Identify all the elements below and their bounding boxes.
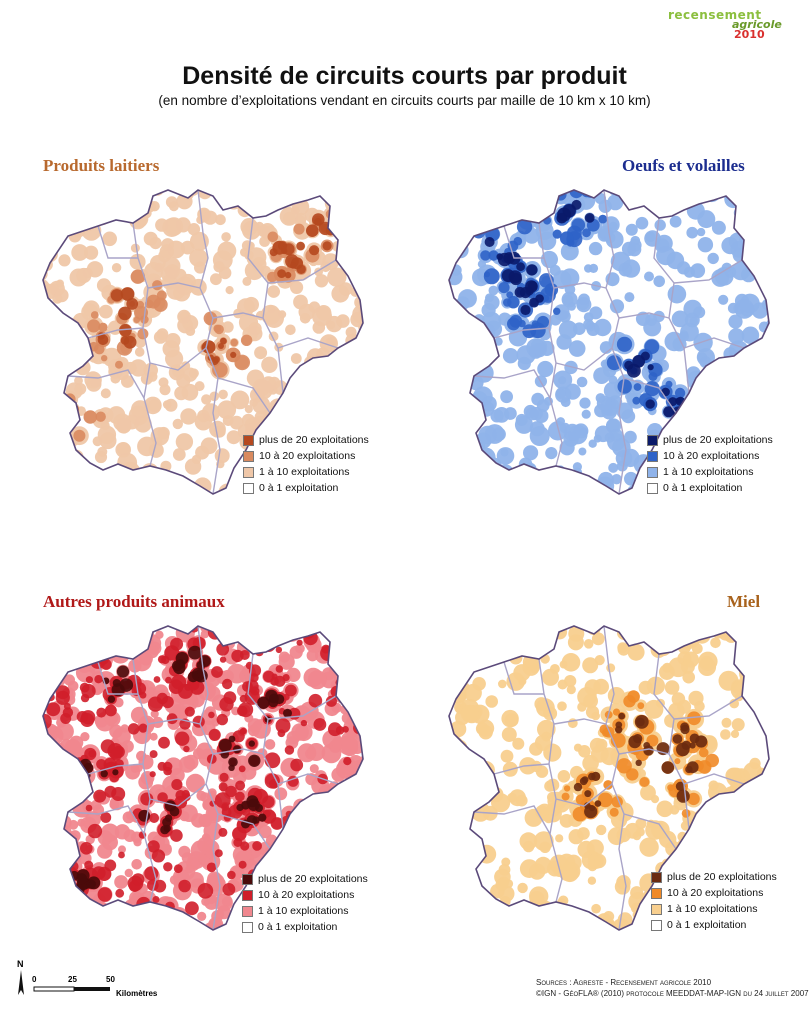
- sources-line-2: ©IGN - GéoFLA® (2010) protocole MEEDDAT-…: [536, 989, 809, 998]
- map-title-miel: Miel: [727, 592, 761, 611]
- legend-produits-laitiers: plus de 20 exploitations 10 à 20 exploita…: [243, 432, 369, 496]
- map-title-autres-produits-animaux: Autres produits animaux: [43, 592, 225, 611]
- legend-label: plus de 20 exploitations: [667, 871, 777, 883]
- legend-item: 10 à 20 exploitations: [243, 448, 369, 464]
- legend-item: 10 à 20 exploitations: [647, 448, 773, 464]
- legend-label: 1 à 10 exploitations: [258, 905, 349, 917]
- legend-swatch: [242, 889, 253, 901]
- legend-item: 10 à 20 exploitations: [242, 887, 368, 903]
- north-letter: N: [17, 959, 24, 969]
- legend-label: 1 à 10 exploitations: [259, 466, 350, 478]
- legend-autres-produits-animaux: plus de 20 exploitations 10 à 20 exploita…: [242, 871, 368, 935]
- map-produits-laitiers: [42, 189, 364, 495]
- sources-credits: Sources : Agreste - Recensement agricole…: [536, 977, 809, 999]
- scale-bar: 0 25 50 Kilomètres: [32, 975, 158, 998]
- legend-swatch: [647, 434, 658, 446]
- legend-swatch: [242, 905, 253, 917]
- map-oeufs-volailles: [448, 189, 770, 495]
- logo-line-1: recensement: [668, 8, 762, 22]
- logo-line-3: 2010: [734, 28, 765, 41]
- legend-swatch: [651, 903, 662, 915]
- page-title: Densité de circuits courts par produit: [182, 62, 627, 90]
- legend-label: 10 à 20 exploitations: [663, 450, 760, 462]
- scale-tick-50: 50: [106, 975, 115, 984]
- recensement-agricole-logo: recensement agricole 2010: [668, 6, 788, 42]
- legend-swatch: [647, 482, 658, 494]
- map-title-oeufs-volailles: Oeufs et volailles: [622, 156, 745, 175]
- legend-label: 0 à 1 exploitation: [258, 921, 338, 933]
- scale-tick-0: 0: [32, 975, 37, 984]
- legend-oeufs-volailles: plus de 20 exploitations 10 à 20 exploita…: [647, 432, 773, 496]
- legend-item: plus de 20 exploitations: [243, 432, 369, 448]
- legend-miel: plus de 20 exploitations 10 à 20 exploita…: [651, 869, 777, 933]
- legend-label: plus de 20 exploitations: [663, 434, 773, 446]
- legend-swatch: [243, 482, 254, 494]
- legend-label: 0 à 1 exploitation: [259, 482, 339, 494]
- logo-line-2: agricole: [732, 18, 782, 31]
- legend-label: 10 à 20 exploitations: [258, 889, 355, 901]
- page-subtitle: (en nombre d’exploitations vendant en ci…: [158, 93, 651, 108]
- legend-item: 1 à 10 exploitations: [243, 464, 369, 480]
- legend-swatch: [647, 450, 658, 462]
- legend-swatch: [243, 434, 254, 446]
- map-title-produits-laitiers: Produits laitiers: [43, 156, 160, 175]
- north-arrow-icon: N: [17, 959, 24, 995]
- legend-label: 1 à 10 exploitations: [667, 903, 758, 915]
- legend-item: 10 à 20 exploitations: [651, 885, 777, 901]
- legend-item: 1 à 10 exploitations: [651, 901, 777, 917]
- map-autres-produits-animaux: [42, 625, 364, 931]
- legend-swatch: [651, 919, 662, 931]
- legend-item: 0 à 1 exploitation: [243, 480, 369, 496]
- legend-label: 10 à 20 exploitations: [259, 450, 356, 462]
- legend-label: 0 à 1 exploitation: [663, 482, 743, 494]
- legend-swatch: [243, 466, 254, 478]
- sources-line-1: Sources : Agreste - Recensement agricole…: [536, 978, 712, 987]
- legend-label: plus de 20 exploitations: [258, 873, 368, 885]
- legend-item: 1 à 10 exploitations: [242, 903, 368, 919]
- legend-item: plus de 20 exploitations: [242, 871, 368, 887]
- legend-swatch: [243, 450, 254, 462]
- legend-item: 0 à 1 exploitation: [647, 480, 773, 496]
- legend-swatch: [651, 887, 662, 899]
- legend-swatch: [651, 871, 662, 883]
- legend-label: 1 à 10 exploitations: [663, 466, 754, 478]
- legend-label: plus de 20 exploitations: [259, 434, 369, 446]
- scale-tick-25: 25: [68, 975, 77, 984]
- legend-item: plus de 20 exploitations: [651, 869, 777, 885]
- legend-swatch: [647, 466, 658, 478]
- legend-swatch: [242, 873, 253, 885]
- map-miel: [448, 625, 770, 931]
- legend-item: 0 à 1 exploitation: [242, 919, 368, 935]
- legend-item: plus de 20 exploitations: [647, 432, 773, 448]
- scale-unit: Kilomètres: [116, 989, 158, 998]
- legend-label: 10 à 20 exploitations: [667, 887, 764, 899]
- legend-item: 0 à 1 exploitation: [651, 917, 777, 933]
- legend-label: 0 à 1 exploitation: [667, 919, 747, 931]
- legend-swatch: [242, 921, 253, 933]
- legend-item: 1 à 10 exploitations: [647, 464, 773, 480]
